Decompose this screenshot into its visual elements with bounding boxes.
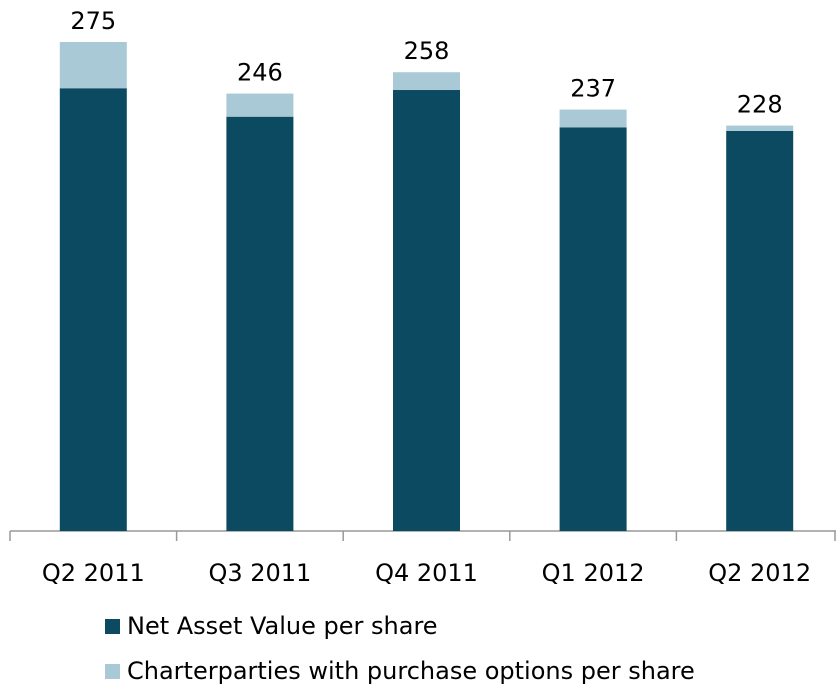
x-tick-label: Q1 2012 (542, 559, 645, 587)
bar-segment (559, 109, 627, 128)
bar-segment (59, 42, 127, 89)
legend-label: Net Asset Value per share (127, 612, 438, 640)
total-label: 275 (70, 7, 116, 35)
x-tick-label: Q4 2011 (375, 559, 478, 587)
legend-swatch (105, 664, 120, 679)
legend-label: Charterparties with purchase options per… (127, 657, 695, 684)
total-label: 258 (404, 37, 450, 65)
bar-segment (226, 93, 294, 117)
x-tick-label: Q2 2011 (42, 559, 145, 587)
x-tick-label: Q2 2012 (708, 559, 811, 587)
total-label: 246 (237, 59, 283, 87)
bar-segment (726, 130, 794, 531)
bar-segment (59, 88, 127, 531)
bar-segment (726, 125, 794, 131)
legend-swatch (105, 619, 120, 634)
bar-segment (559, 127, 627, 532)
bar-segment (393, 72, 460, 91)
bar-segment (393, 90, 460, 531)
bar-segment (226, 116, 294, 531)
x-tick-label: Q3 2011 (208, 559, 311, 587)
total-label: 228 (737, 91, 783, 119)
total-label: 237 (570, 75, 616, 103)
